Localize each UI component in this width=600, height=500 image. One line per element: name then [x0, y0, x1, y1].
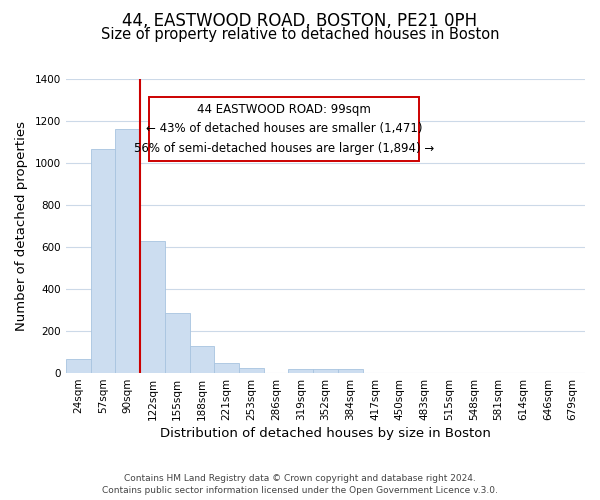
Bar	[289, 370, 313, 373]
Text: 44, EASTWOOD ROAD, BOSTON, PE21 0PH: 44, EASTWOOD ROAD, BOSTON, PE21 0PH	[122, 12, 478, 30]
Bar	[338, 370, 362, 373]
Bar	[190, 346, 214, 373]
Bar	[115, 130, 140, 373]
Bar	[239, 368, 264, 373]
Bar	[313, 370, 338, 373]
Bar	[165, 313, 190, 373]
X-axis label: Distribution of detached houses by size in Boston: Distribution of detached houses by size …	[160, 427, 491, 440]
Bar	[214, 363, 239, 373]
Text: Size of property relative to detached houses in Boston: Size of property relative to detached ho…	[101, 28, 499, 42]
Text: Contains HM Land Registry data © Crown copyright and database right 2024.
Contai: Contains HM Land Registry data © Crown c…	[102, 474, 498, 495]
FancyBboxPatch shape	[149, 96, 419, 162]
Text: 44 EASTWOOD ROAD: 99sqm
← 43% of detached houses are smaller (1,471)
56% of semi: 44 EASTWOOD ROAD: 99sqm ← 43% of detache…	[134, 103, 434, 155]
Bar	[140, 240, 165, 373]
Bar	[66, 360, 91, 373]
Y-axis label: Number of detached properties: Number of detached properties	[15, 121, 28, 331]
Bar	[91, 150, 115, 373]
